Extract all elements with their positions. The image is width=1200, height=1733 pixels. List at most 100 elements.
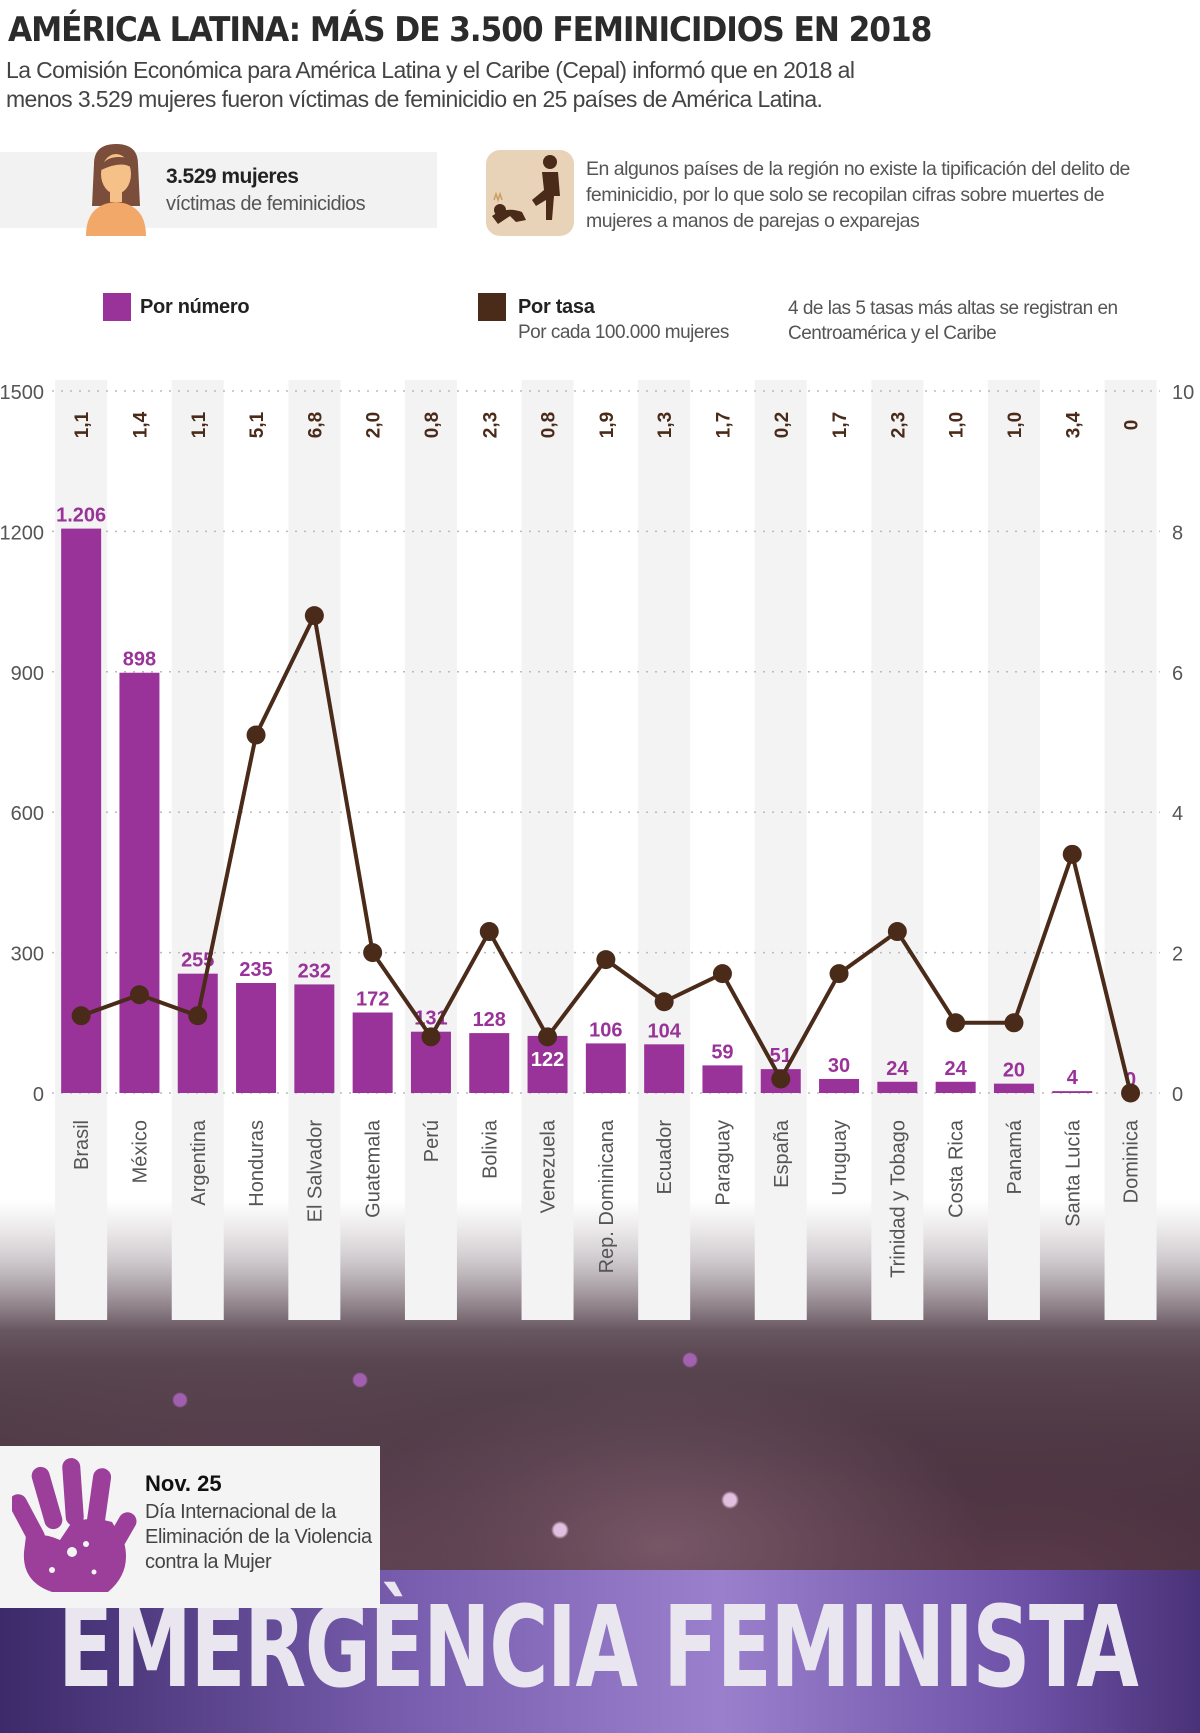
rate-point <box>946 1013 966 1033</box>
rate-point <box>246 725 266 745</box>
bar <box>61 528 102 1093</box>
category-label: Costa Rica <box>946 1119 968 1218</box>
rate-point <box>538 1027 558 1047</box>
category-label: Trinidad y Tobago <box>887 1120 909 1278</box>
bar-value-label: 122 <box>531 1049 564 1071</box>
column-band <box>987 380 1040 1320</box>
rate-point <box>771 1069 791 1089</box>
legend-swatch-number <box>103 293 131 321</box>
rate-value-label: 2,3 <box>888 412 909 438</box>
hand-print-icon <box>12 1458 137 1592</box>
category-label: Perú <box>421 1120 443 1162</box>
bar-value-label: 20 <box>1003 1060 1025 1082</box>
bar-value-label: 51 <box>770 1045 792 1067</box>
bar-value-label: 235 <box>239 959 272 981</box>
y-left-tick: 1200 <box>0 522 44 544</box>
rate-value-label: 1,9 <box>597 412 618 438</box>
rate-point <box>654 992 674 1012</box>
rate-value-label: 1,7 <box>830 412 851 438</box>
rate-value-label: 1,7 <box>713 412 734 438</box>
category-label: Honduras <box>246 1120 268 1207</box>
awareness-text: Día Internacional de la Eliminación de l… <box>145 1501 372 1573</box>
rate-point <box>1121 1083 1141 1103</box>
bar-value-label: 24 <box>945 1058 968 1080</box>
legend-label-rate: Por tasa <box>518 296 595 318</box>
column-band <box>754 380 807 1320</box>
bar-value-label: 4 <box>1067 1067 1079 1089</box>
category-label: Uruguay <box>829 1120 851 1196</box>
rate-value-label: 1,4 <box>130 411 151 438</box>
bar <box>236 983 277 1093</box>
bar <box>877 1081 918 1093</box>
rate-value-label: 0,8 <box>539 412 560 438</box>
category-label: Ecuador <box>654 1120 676 1195</box>
rate-value-label: 1,1 <box>189 411 210 438</box>
y-left-tick: 300 <box>11 944 44 966</box>
bar <box>119 672 160 1093</box>
bar-value-label: 128 <box>473 1009 506 1031</box>
bar-value-label: 59 <box>711 1041 733 1063</box>
category-label: Panamá <box>1004 1119 1026 1194</box>
rate-value-label: 5,1 <box>247 411 268 438</box>
category-label: Venezuela <box>538 1119 560 1213</box>
rate-point <box>829 964 849 984</box>
category-label: Guatemala <box>363 1119 385 1218</box>
bar-value-label: 898 <box>123 649 156 671</box>
woman-icon <box>86 144 146 236</box>
rate-point <box>712 964 732 984</box>
rate-value-label: 0 <box>1122 420 1143 431</box>
bar <box>352 1012 393 1093</box>
column-band <box>404 380 457 1320</box>
category-label: México <box>129 1120 151 1183</box>
rate-value-label: 2,0 <box>364 412 385 438</box>
stat-label: víctimas de feminicidios <box>166 193 366 215</box>
rate-point <box>596 950 616 970</box>
bar <box>993 1083 1034 1093</box>
rate-point <box>1004 1013 1024 1033</box>
column-band <box>638 380 691 1320</box>
page-subtitle: La Comisión Económica para América Latin… <box>6 57 855 112</box>
bar-value-label: 0 <box>1125 1069 1136 1091</box>
y-left-tick: 1500 <box>0 382 44 404</box>
column-band <box>288 380 341 1320</box>
y-right-tick: 10 <box>1172 382 1194 404</box>
banner: EMERGÈNCIA FEMINISTA <box>0 1570 1200 1733</box>
category-label: Paraguay <box>712 1120 734 1206</box>
rate-point <box>188 1006 208 1026</box>
rate-value-label: 1,3 <box>655 412 676 438</box>
page-title: AMÉRICA LATINA: MÁS DE 3.500 FEMINICIDIO… <box>8 10 932 50</box>
y-right-tick: 6 <box>1172 663 1183 685</box>
rate-value-label: 3,4 <box>1063 411 1084 438</box>
stat-number: 3.529 mujeres <box>166 165 299 188</box>
bar-value-label: 24 <box>886 1058 909 1080</box>
rate-point <box>887 922 907 942</box>
bar <box>177 973 218 1093</box>
y-right-tick: 8 <box>1172 522 1183 544</box>
rate-value-label: 2,3 <box>480 412 501 438</box>
legend-rate-subtitle: Por cada 100.000 mujeres <box>518 322 729 343</box>
rate-value-label: 1,0 <box>947 412 968 438</box>
legend-label-number: Por número <box>140 296 250 318</box>
rate-value-label: 0,2 <box>772 412 793 438</box>
y-right-tick: 2 <box>1172 944 1183 966</box>
rate-value-label: 1,0 <box>1005 412 1026 438</box>
bar-value-label: 106 <box>589 1019 622 1041</box>
rate-value-label: 0,8 <box>422 412 443 438</box>
bar <box>819 1078 860 1093</box>
bar <box>294 984 335 1093</box>
category-label: Rep. Dominicana <box>596 1119 618 1273</box>
y-left-tick: 900 <box>11 663 44 685</box>
bar <box>585 1043 626 1093</box>
y-left-tick: 0 <box>33 1084 44 1106</box>
legend-swatch-rate <box>478 293 506 321</box>
column-band <box>521 380 574 1320</box>
rate-point <box>363 943 383 963</box>
bar <box>469 1033 510 1093</box>
category-label: Argentina <box>188 1119 210 1205</box>
stat-box <box>0 152 437 228</box>
banner-text: EMERGÈNCIA FEMINISTA <box>58 1583 1139 1713</box>
rate-point <box>304 606 324 626</box>
awareness-date: Nov. 25 <box>145 1471 222 1496</box>
note-text: En algunos países de la región no existe… <box>586 158 1130 232</box>
